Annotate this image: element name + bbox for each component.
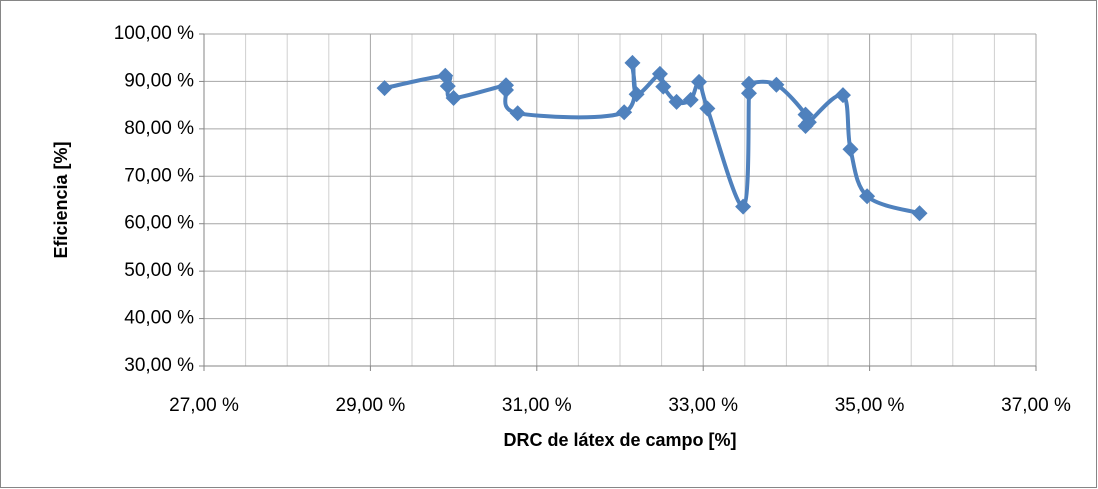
y-tick-label: 30,00 % <box>124 355 194 376</box>
x-axis-title: DRC de látex de campo [%] <box>503 430 736 450</box>
marker <box>498 81 515 98</box>
marker <box>616 104 633 121</box>
marker <box>655 78 672 95</box>
y-tick-label: 50,00 % <box>124 260 194 281</box>
y-tick-label: 100,00 % <box>114 23 194 44</box>
marker <box>682 91 699 108</box>
marker <box>740 85 757 102</box>
y-tick-label: 80,00 % <box>124 118 194 139</box>
marker <box>834 87 851 104</box>
x-tick-label: 35,00 % <box>835 395 905 416</box>
y-tick-label: 60,00 % <box>124 213 194 234</box>
marker <box>740 75 757 92</box>
x-tick-label: 33,00 % <box>668 395 738 416</box>
marker <box>376 80 393 97</box>
x-tick-label: 29,00 % <box>336 395 406 416</box>
marker <box>911 205 928 222</box>
marker <box>509 105 526 122</box>
marker <box>628 86 645 103</box>
x-tick-label: 31,00 % <box>502 395 572 416</box>
y-axis-title: Eficiencia [%] <box>51 141 71 258</box>
marker <box>439 78 456 95</box>
marker <box>859 188 876 205</box>
marker <box>691 73 708 90</box>
marker <box>842 141 859 158</box>
marker <box>624 54 641 71</box>
marker <box>445 90 462 107</box>
marker <box>768 76 785 93</box>
x-tick-label: 37,00 % <box>1001 395 1071 416</box>
y-tick-label: 70,00 % <box>124 165 194 186</box>
y-tick-label: 90,00 % <box>124 70 194 91</box>
x-tick-label: 27,00 % <box>169 395 239 416</box>
marker <box>800 114 817 131</box>
marker <box>651 65 668 82</box>
marker <box>668 93 685 110</box>
y-tick-label: 40,00 % <box>124 308 194 329</box>
marker <box>699 100 716 117</box>
marker <box>735 198 752 215</box>
